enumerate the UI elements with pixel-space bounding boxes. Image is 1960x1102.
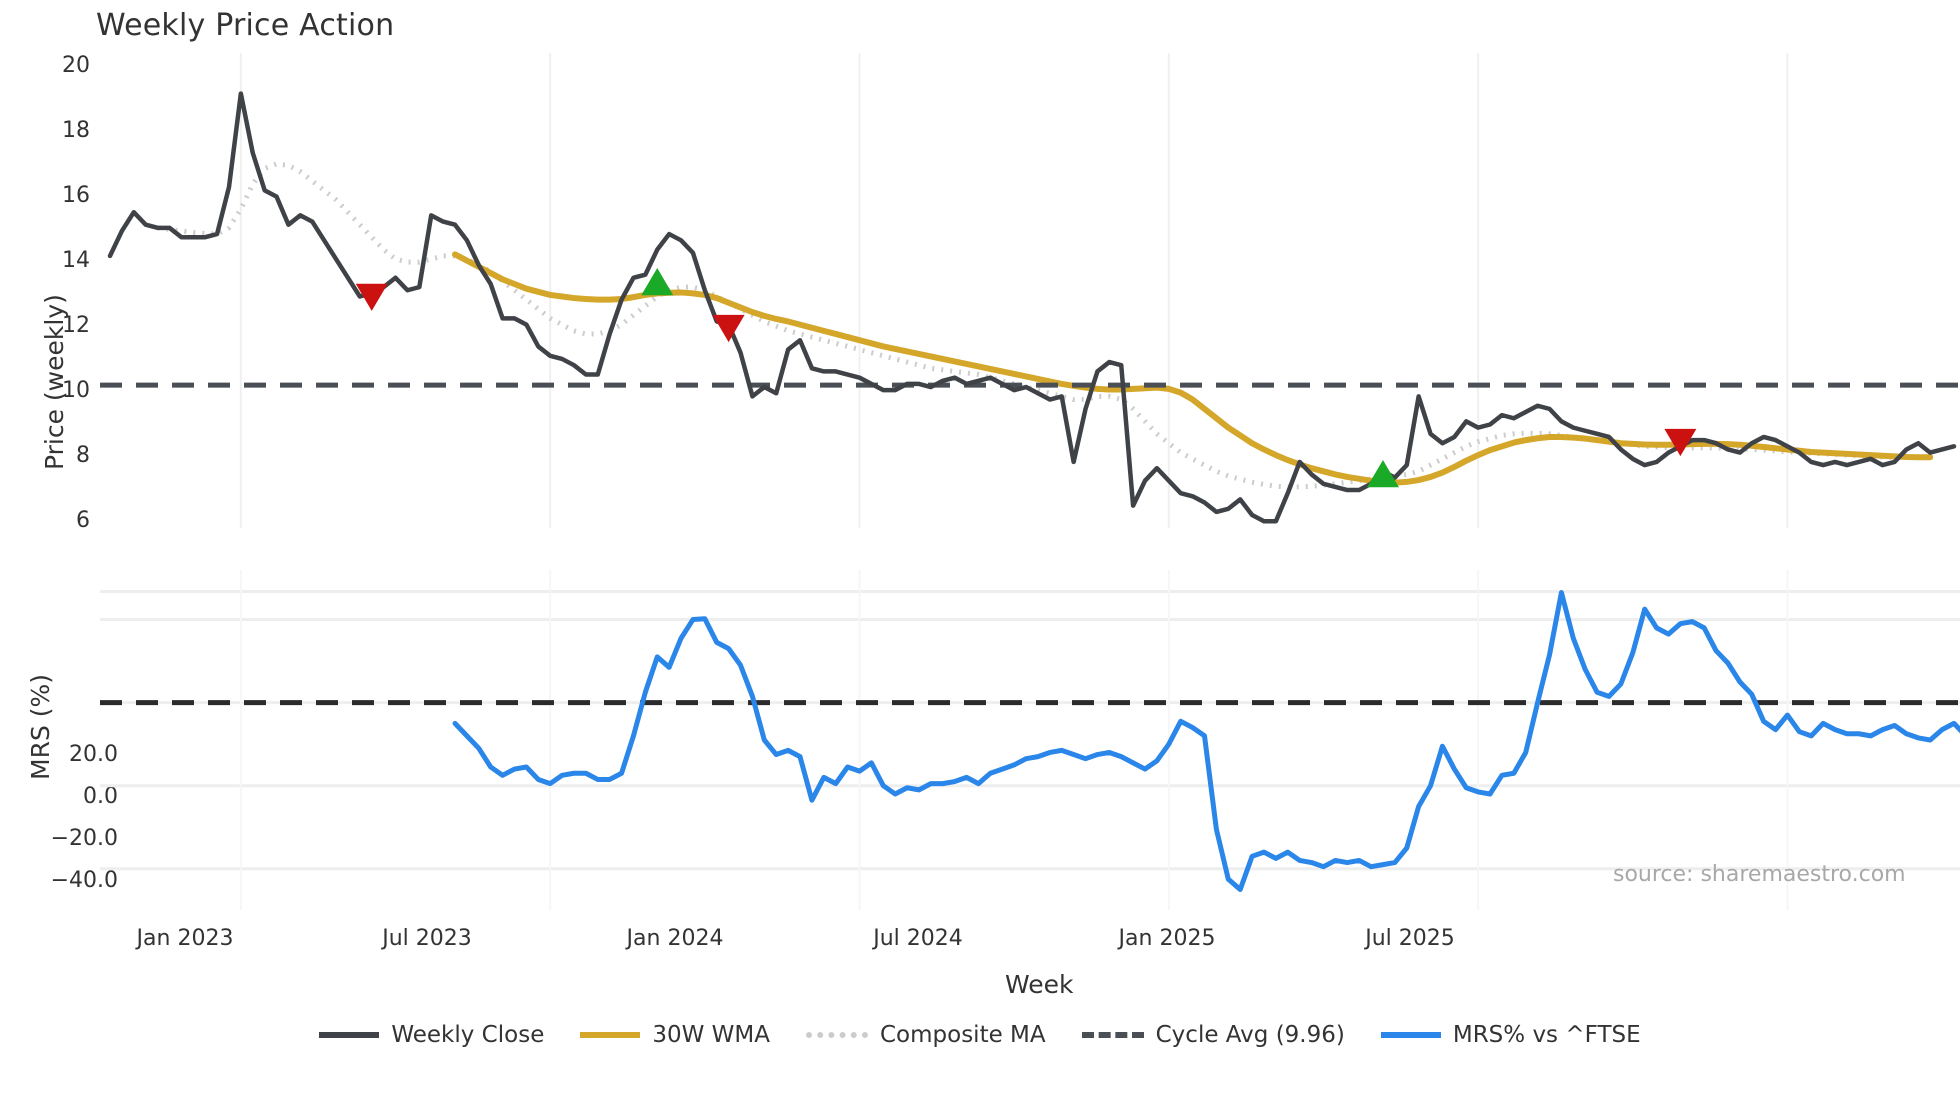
xtick-4: Jan 2025 (1118, 926, 1216, 951)
price-ytick-0: 20 (62, 53, 90, 78)
mrs-ytick-0: 20.0 (69, 742, 118, 767)
mrs-ytick-1: 0.0 (83, 784, 118, 809)
price-ytick-3: 14 (62, 248, 90, 273)
legend-label-composite-ma: Composite MA (879, 1022, 1046, 1048)
x-axis-label: Week (1005, 970, 1074, 999)
legend-item-mrs[interactable]: MRS% vs ^FTSE (1380, 1022, 1641, 1048)
legend-item-weekly-close[interactable]: Weekly Close (319, 1022, 544, 1048)
xtick-1: Jul 2023 (382, 926, 472, 951)
sell-signal-marker[interactable] (355, 283, 388, 311)
price-ytick-6: 8 (76, 443, 90, 468)
mrs-ytick-3: −40.0 (50, 868, 118, 893)
legend-swatch-mrs (1380, 1032, 1441, 1038)
sell-signal-marker[interactable] (712, 314, 745, 343)
legend-item-composite-ma[interactable]: Composite MA (805, 1022, 1046, 1048)
mrs-ytick-2: −20.0 (50, 826, 118, 851)
series-composite-ma (157, 161, 1931, 490)
price-ytick-1: 18 (62, 118, 90, 143)
legend-item-cycle-avg[interactable]: Cycle Avg (9.96) (1081, 1022, 1345, 1048)
price-ytick-4: 12 (62, 313, 90, 338)
legend-swatch-composite-ma (805, 1032, 868, 1038)
xtick-5: Jul 2025 (1365, 926, 1455, 951)
chart-legend: Weekly Close 30W WMA Composite MA Cycle … (0, 1022, 1960, 1048)
legend-swatch-30w-wma (580, 1032, 641, 1038)
legend-label-30w-wma: 30W WMA (652, 1022, 770, 1048)
sell-signal-marker[interactable] (1664, 428, 1697, 457)
source-note: source: sharemaestro.com (1613, 862, 1906, 887)
page-title: Weekly Price Action (96, 8, 395, 43)
series-weekly-close (107, 91, 1957, 524)
xtick-2: Jan 2024 (626, 926, 724, 951)
buy-signal-marker[interactable] (1366, 460, 1399, 488)
legend-label-cycle-avg: Cycle Avg (9.96) (1155, 1022, 1345, 1048)
xtick-3: Jul 2024 (873, 926, 963, 951)
xtick-0: Jan 2023 (136, 926, 234, 951)
price-plot-area (100, 40, 1960, 540)
price-ytick-7: 6 (76, 508, 90, 533)
mrs-plot-area (100, 570, 1960, 910)
legend-item-30w-wma[interactable]: 30W WMA (580, 1022, 770, 1048)
price-ytick-2: 16 (62, 183, 90, 208)
series-30w-wma (452, 251, 1934, 486)
legend-swatch-cycle-avg (1081, 1032, 1144, 1038)
legend-swatch-weekly-close (319, 1032, 380, 1038)
legend-label-weekly-close: Weekly Close (391, 1022, 545, 1048)
buy-signal-marker[interactable] (641, 268, 674, 296)
series-mrs (452, 590, 1960, 893)
price-ytick-5: 10 (62, 378, 90, 403)
legend-label-mrs: MRS% vs ^FTSE (1452, 1022, 1641, 1048)
